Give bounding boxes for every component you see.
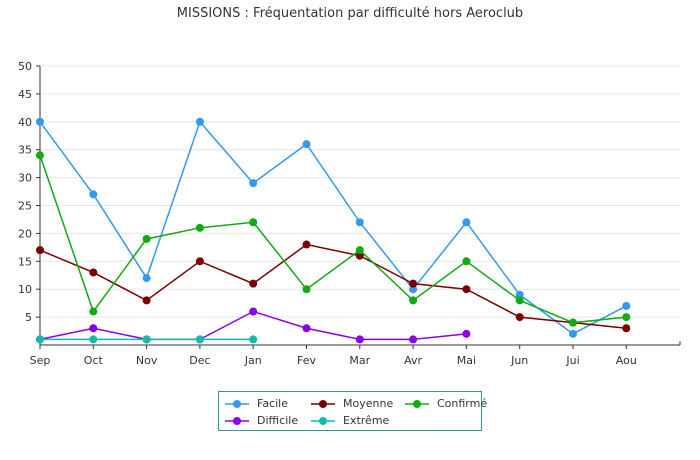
y-tick-label: 20 [18, 227, 32, 240]
legend-label: Difficile [257, 414, 299, 427]
data-point [249, 218, 258, 227]
series-1 [36, 240, 631, 333]
data-point [302, 324, 311, 333]
legend: Facile Moyenne Confirmé Difficile Extrême [218, 391, 487, 431]
data-point [462, 285, 471, 294]
x-tick-label: Sep [30, 354, 51, 367]
series-line [39, 120, 627, 335]
y-tick-label: 5 [25, 311, 32, 324]
legend-swatch [225, 417, 249, 425]
y-tick-label: 30 [18, 172, 32, 185]
data-point [409, 335, 418, 344]
data-point [409, 296, 418, 305]
data-point [89, 190, 98, 199]
legend-label: Confirmé [437, 397, 488, 410]
data-point [142, 296, 151, 305]
x-tick-label: Mai [457, 354, 476, 367]
x-tick-label: Dec [189, 354, 210, 367]
data-point [462, 257, 471, 266]
x-tick-label: Mar [349, 354, 370, 367]
data-point [195, 117, 204, 126]
data-point [622, 313, 631, 322]
x-tick-label: Nov [136, 354, 158, 367]
legend-swatch [311, 417, 335, 425]
y-tick-label: 35 [18, 144, 32, 157]
data-point [515, 290, 524, 299]
chart-title: MISSIONS : Fréquentation par difficulté … [176, 6, 524, 21]
y-tick-label: 50 [18, 60, 32, 73]
data-point [302, 240, 311, 249]
x-tick-label: Oct [84, 354, 104, 367]
data-point [89, 335, 98, 344]
y-tick-label: 10 [18, 283, 32, 296]
data-point [89, 307, 98, 316]
data-point [195, 223, 204, 232]
x-tick-label: Jun [510, 354, 528, 367]
series-line [39, 243, 627, 330]
y-tick-label: 40 [18, 116, 32, 129]
grid-lines [40, 65, 680, 318]
legend-label: Moyenne [343, 397, 394, 410]
data-point [36, 117, 44, 126]
data-point [622, 324, 631, 333]
x-tick-label: Jui [565, 354, 579, 367]
data-point [36, 246, 44, 255]
series-line [39, 155, 627, 324]
data-point [142, 274, 151, 283]
data-point [36, 335, 44, 344]
data-point [89, 268, 98, 277]
data-point [302, 140, 311, 149]
series-2 [36, 151, 631, 327]
series-0 [36, 117, 631, 338]
y-tick-label: 15 [18, 255, 32, 268]
y-tick-label: 25 [18, 200, 32, 213]
data-point [142, 234, 151, 243]
series-4 [36, 335, 258, 344]
x-tick-label: Avr [404, 354, 422, 367]
data-point [249, 279, 258, 288]
data-point [195, 335, 204, 344]
data-point [249, 335, 258, 344]
x-tick-label: Fev [297, 354, 316, 367]
legend-label: Facile [257, 397, 288, 410]
series-lines [36, 117, 631, 344]
tick-labels: 5 10 15 20 25 30 35 40 45 50 Sep Oct Nov Dec Jan Fev Mar… [18, 60, 637, 367]
data-point [569, 318, 577, 327]
legend-swatch [225, 400, 249, 408]
data-point [462, 329, 471, 338]
data-point [409, 279, 418, 288]
data-point [569, 329, 577, 338]
data-point [302, 285, 311, 294]
series-line [39, 310, 467, 341]
axes [36, 65, 681, 349]
data-point [195, 257, 204, 266]
data-point [462, 218, 471, 227]
legend-swatch [311, 400, 335, 408]
data-point [355, 335, 364, 344]
x-tick-label: Aou [616, 354, 637, 367]
data-point [355, 246, 364, 255]
x-tick-label: Jan [244, 354, 262, 367]
data-point [355, 218, 364, 227]
data-point [622, 301, 631, 310]
data-point [515, 296, 524, 305]
data-point [515, 313, 524, 322]
data-point [89, 324, 98, 333]
data-point [409, 285, 418, 294]
y-tick-label: 45 [18, 88, 32, 101]
data-point [249, 179, 258, 188]
data-point [142, 335, 151, 344]
legend-label: Extrême [343, 414, 390, 427]
data-point [355, 251, 364, 260]
data-point [249, 307, 258, 316]
legend-swatch [405, 400, 429, 408]
data-point [36, 151, 44, 160]
